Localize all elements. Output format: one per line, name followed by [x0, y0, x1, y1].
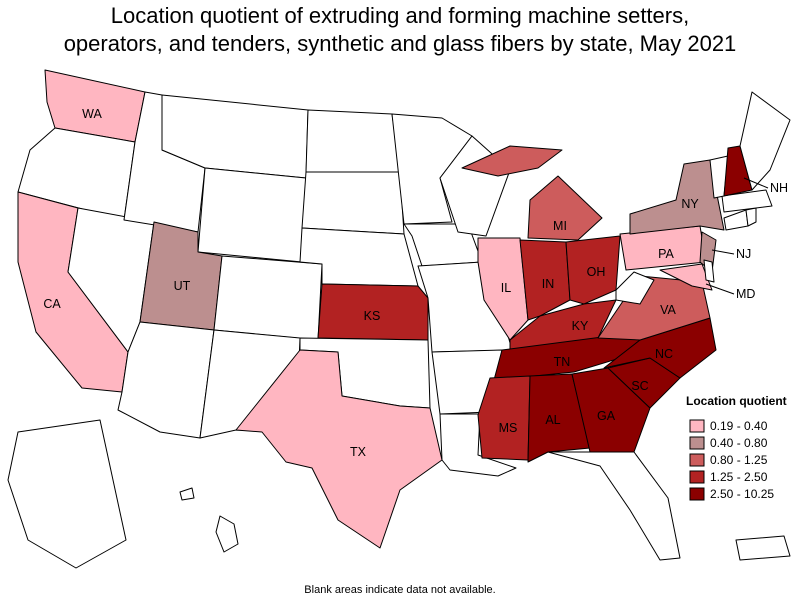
state-label-al: AL — [545, 413, 560, 427]
state-oh[interactable] — [565, 235, 621, 305]
state-label-ny: NY — [681, 197, 699, 211]
legend-label-5: 2.50 - 10.25 — [710, 487, 774, 501]
state-label-va: VA — [660, 303, 676, 317]
state-label-sc: SC — [631, 379, 648, 393]
state-al[interactable] — [527, 373, 591, 463]
state-label-md: MD — [736, 287, 755, 301]
state-md[interactable] — [659, 263, 713, 291]
legend-swatch-1 — [689, 419, 705, 433]
state-in[interactable] — [519, 239, 571, 321]
state-nd[interactable] — [305, 109, 401, 173]
state-label-il: IL — [501, 281, 511, 295]
state-ms[interactable] — [477, 375, 531, 461]
legend-label-1: 0.19 - 0.40 — [710, 419, 768, 433]
map-title: Location quotient of extruding and formi… — [0, 2, 800, 58]
state-co[interactable] — [213, 255, 323, 341]
states-layer — [7, 69, 791, 569]
legend-label-3: 0.80 - 1.25 — [710, 453, 768, 467]
map-title-line-2: operators, and tenders, synthetic and gl… — [63, 31, 737, 56]
legend-swatch-5 — [689, 487, 705, 501]
state-label-pa: PA — [658, 247, 674, 261]
leader-lines — [705, 177, 769, 295]
state-wy[interactable] — [197, 167, 307, 263]
state-ks[interactable] — [317, 283, 429, 341]
state-label-nc: NC — [655, 347, 673, 361]
state-label-ms: MS — [499, 421, 518, 435]
state-pr[interactable] — [735, 535, 791, 561]
legend-label-2: 0.40 - 0.80 — [710, 436, 768, 450]
state-wv[interactable] — [615, 271, 655, 305]
legend: Location quotient 0.19 - 0.40 0.40 - 0.80… — [686, 394, 787, 501]
footnote: Blank areas indicate data not available. — [304, 584, 496, 596]
state-ny[interactable] — [629, 159, 725, 235]
state-me[interactable] — [739, 91, 791, 191]
state-ak[interactable] — [7, 419, 127, 569]
state-fl[interactable] — [547, 451, 681, 561]
state-ri[interactable] — [745, 207, 757, 227]
state-label-oh: OH — [587, 265, 606, 279]
state-label-wa: WA — [82, 107, 102, 121]
state-ga[interactable] — [571, 367, 651, 453]
state-label-ca: CA — [43, 297, 61, 311]
legend-swatch-2 — [689, 436, 705, 450]
state-label-nh: NH — [770, 181, 788, 195]
legend-label-4: 1.25 - 2.50 — [710, 470, 768, 484]
legend-swatch-4 — [689, 470, 705, 484]
state-label-ks: KS — [364, 309, 381, 323]
state-tx[interactable] — [235, 349, 443, 549]
state-label-nj: NJ — [736, 247, 751, 261]
state-mi[interactable] — [461, 145, 603, 241]
legend-swatch-3 — [689, 453, 705, 467]
state-labels-layer: WA CA UT TX KS IL IN OH MI KY VA NY PA T… — [43, 107, 788, 459]
state-sd[interactable] — [301, 171, 405, 235]
state-de[interactable] — [703, 259, 715, 283]
state-label-in: IN — [542, 277, 555, 291]
state-hi[interactable] — [179, 487, 239, 553]
state-ma[interactable] — [721, 189, 773, 213]
map-title-line-1: Location quotient of extruding and formi… — [110, 3, 690, 28]
state-label-ga: GA — [597, 409, 616, 423]
state-ct[interactable] — [723, 209, 749, 231]
state-label-ut: UT — [174, 279, 191, 293]
state-label-mi: MI — [553, 219, 567, 233]
state-label-tn: TN — [554, 355, 571, 369]
state-label-tx: TX — [350, 445, 367, 459]
state-label-ky: KY — [572, 319, 589, 333]
legend-title: Location quotient — [686, 394, 787, 408]
